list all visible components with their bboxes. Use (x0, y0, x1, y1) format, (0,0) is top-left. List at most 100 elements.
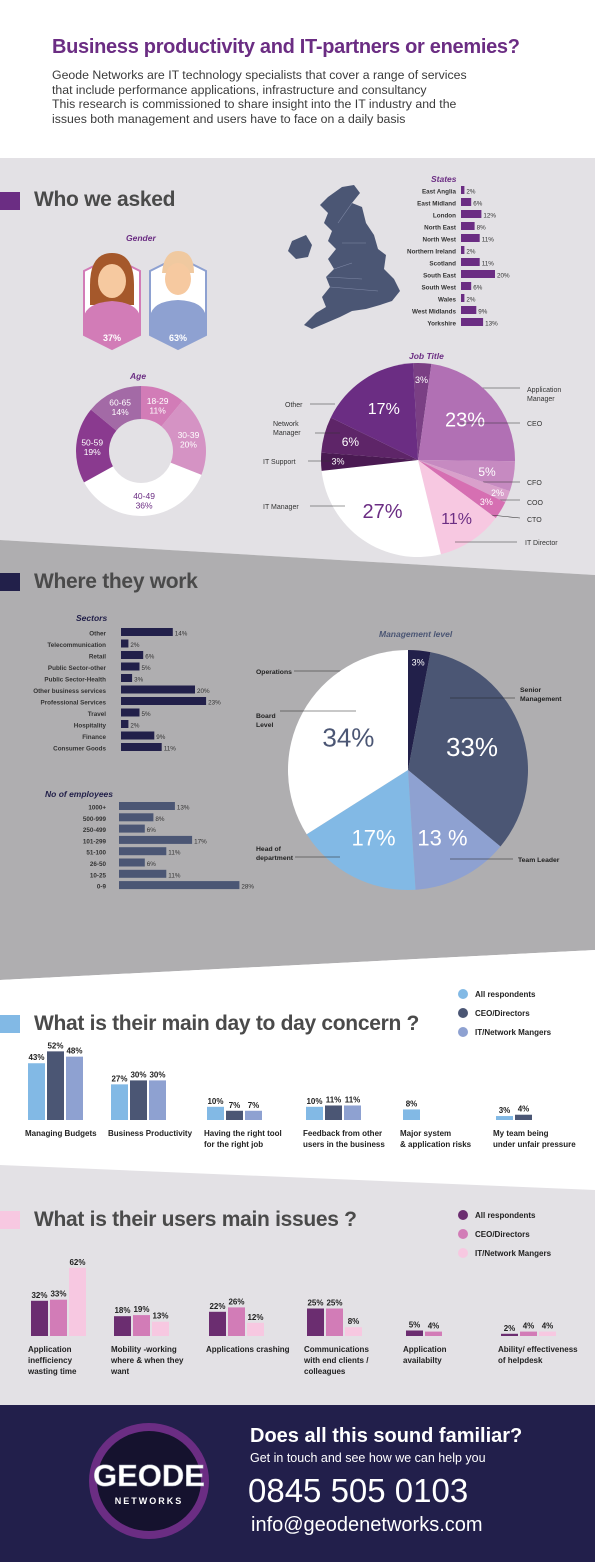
bar-value-label: 4% (542, 1322, 554, 1331)
bar-value-label: 32% (31, 1291, 47, 1300)
gender-female-label: 37% (103, 333, 121, 343)
bar-value-label: 52% (47, 1041, 63, 1050)
geode-logo: GEODE NETWORKS (89, 1423, 209, 1539)
bar-value-label: 11% (345, 1095, 361, 1104)
bar-value-label: 3% (499, 1106, 511, 1115)
pie-slice (330, 363, 418, 460)
bar-value-label: 2% (130, 642, 140, 649)
pie-value-label: 3% (480, 497, 493, 507)
bar (515, 1114, 532, 1120)
bar-value-label: 2% (130, 723, 140, 730)
bar-category-label: inefficiency (28, 1356, 73, 1365)
section-marker (0, 192, 20, 210)
bar (121, 708, 140, 717)
pie-slice (413, 363, 432, 460)
legend-label: IT/Network Mangers (475, 1028, 552, 1037)
bar-value-label: 22% (209, 1302, 225, 1311)
employees-title: No of employees (45, 789, 114, 799)
pie-slice (141, 386, 183, 427)
pie-category-label: 50-59 (81, 437, 103, 447)
legend-dot (458, 1229, 468, 1239)
pie-value-label: 11% (441, 511, 472, 528)
bar-category-label: availabilty (403, 1356, 442, 1365)
intro-line: issues both management and users have to… (52, 111, 406, 126)
bar (119, 824, 145, 833)
pie-value-label: 17% (368, 401, 400, 418)
bar-category-label: Managing Budgets (25, 1129, 97, 1138)
bar-category-label: South East (423, 273, 457, 280)
pie-value-label: 2% (491, 488, 504, 498)
bar (121, 628, 173, 636)
bar-category-label: 250-499 (83, 827, 107, 834)
legend-dot (458, 1248, 468, 1258)
bg-issues (0, 1165, 595, 1405)
bar-category-label: Communications (304, 1345, 369, 1354)
bar-value-label: 11% (482, 261, 495, 268)
bar (461, 210, 482, 218)
bar (114, 1316, 131, 1336)
bar (28, 1063, 45, 1120)
bar (149, 1080, 166, 1120)
pie-value-label: 20% (180, 439, 197, 449)
pie-slice (321, 417, 418, 460)
bar-category-label: Hospitality (74, 723, 107, 730)
bar-category-label: Telecommunication (47, 642, 106, 649)
bar-value-label: 28% (241, 884, 254, 891)
legend-label: All respondents (475, 1211, 536, 1220)
bar-value-label: 11% (326, 1095, 342, 1104)
bar-value-label: 6% (473, 201, 483, 208)
pie-value-label: 6% (342, 435, 360, 449)
bar (461, 318, 484, 326)
bar-value-label: 8% (477, 225, 487, 232)
legend-label: IT/Network Mangers (475, 1249, 552, 1258)
section-marker (0, 573, 20, 591)
pie-slice (418, 363, 515, 462)
legend-dot (458, 989, 468, 999)
intro-text: Geode Networks are IT technology special… (52, 68, 572, 126)
bar (69, 1267, 86, 1336)
pie-value-label: 3% (332, 457, 345, 467)
page-title: Business productivity and IT-partners or… (52, 36, 520, 58)
bar-value-label: 20% (497, 273, 510, 280)
bar-category-label: Having the right tool (204, 1129, 282, 1138)
footer-headline: Does all this sound familiar? (250, 1425, 523, 1447)
pie-slice (288, 650, 408, 835)
uk-map-icon (288, 185, 400, 329)
footer-email[interactable]: info@geodenetworks.com (251, 1514, 483, 1536)
bar-value-label: 62% (69, 1258, 85, 1267)
bar-category-label: Feedback from other (303, 1129, 382, 1138)
bar-category-label: Ability/ effectiveness (498, 1345, 578, 1354)
bar (209, 1311, 226, 1336)
footer-phone[interactable]: 0845 505 0103 (248, 1472, 469, 1509)
bar-value-label: 25% (326, 1299, 342, 1308)
bar-category-label: Travel (88, 711, 106, 718)
bar (461, 282, 472, 290)
bar-category-label: of helpdesk (498, 1356, 543, 1365)
pie-category-label: Senior (520, 687, 542, 694)
issues-chart: All respondents CEO/Directors IT/Network M… (27, 1210, 578, 1376)
section-title-where: Where they work (34, 570, 198, 593)
bar-value-label: 25% (307, 1299, 323, 1308)
bar (461, 270, 495, 278)
pie-value-label: 34% (322, 722, 374, 752)
bar-value-label: 30% (149, 1070, 165, 1079)
bar-value-label: 5% (142, 711, 152, 718)
pie-slice (76, 409, 117, 483)
bar-value-label: 12% (483, 213, 496, 220)
bar-category-label: Retail (89, 654, 106, 661)
bar-category-label: North East (424, 225, 457, 232)
pie-slice (321, 452, 418, 471)
bar (406, 1330, 423, 1336)
pie-value-label: 36% (136, 500, 153, 510)
bar (345, 1327, 362, 1336)
bar-value-label: 7% (248, 1101, 260, 1110)
bar-value-label: 4% (523, 1322, 535, 1331)
bar-category-label: with end clients / (303, 1356, 369, 1365)
bar-value-label: 20% (197, 688, 210, 695)
bar (111, 1084, 128, 1120)
bar (119, 813, 154, 822)
sectors-title: Sectors (76, 613, 108, 623)
female-avatar-icon (83, 253, 141, 351)
bar (119, 835, 193, 844)
bar-category-label: 26-50 (90, 861, 107, 868)
